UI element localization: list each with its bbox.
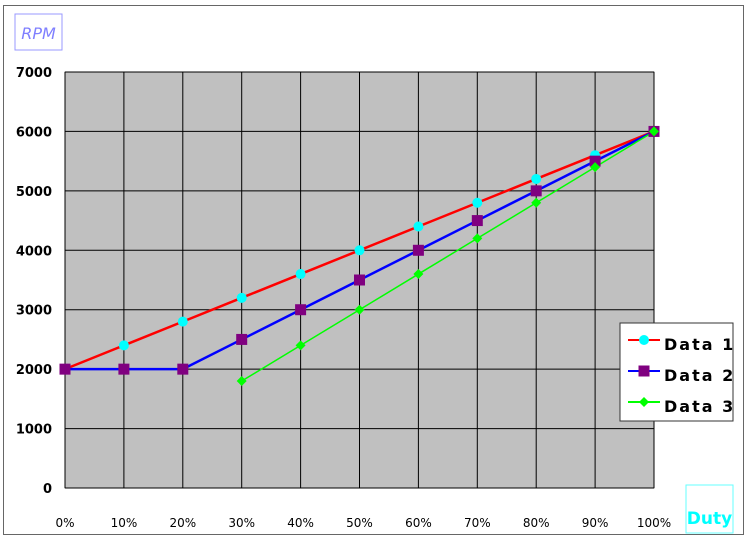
x-tick-label: 30%	[228, 516, 255, 530]
y-tick-label: 2000	[16, 363, 52, 378]
data-point-square	[236, 333, 248, 345]
data-point-circle	[472, 197, 483, 208]
y-tick-label: 6000	[16, 125, 52, 140]
x-tick-label: 80%	[523, 516, 550, 530]
y-tick-label: 0	[43, 482, 52, 497]
x-tick-label: 50%	[346, 516, 373, 530]
data-point-circle	[295, 269, 306, 280]
data-point-circle	[639, 335, 649, 345]
data-point-circle	[531, 173, 542, 184]
legend-label: Data 3	[664, 397, 735, 416]
y-tick-label: 7000	[16, 66, 52, 81]
data-point-square	[177, 363, 189, 375]
data-point-square	[295, 304, 307, 316]
data-point-circle	[413, 221, 424, 232]
data-point-square	[638, 365, 650, 377]
data-point-square	[59, 363, 71, 375]
data-point-square	[118, 363, 130, 375]
data-point-diamond	[639, 397, 649, 407]
data-point-diamond	[472, 233, 483, 244]
data-point-diamond	[531, 197, 542, 208]
data-point-square	[471, 215, 483, 227]
x-axis-title: Duty	[687, 509, 732, 529]
y-tick-label: 3000	[16, 304, 52, 319]
chart-frame	[3, 5, 744, 535]
x-tick-label: 70%	[464, 516, 491, 530]
data-point-diamond	[413, 269, 424, 280]
data-point-circle	[236, 292, 247, 303]
x-tick-label: 20%	[169, 516, 196, 530]
data-point-square	[530, 185, 542, 197]
data-point-diamond	[295, 340, 306, 351]
data-point-circle	[354, 245, 365, 256]
x-tick-label: 40%	[287, 516, 314, 530]
y-axis-title-box	[14, 13, 63, 51]
x-axis-title-box	[685, 484, 734, 534]
series-line-3	[241, 130, 655, 382]
data-point-diamond	[649, 126, 659, 137]
x-tick-label: 0%	[55, 516, 74, 530]
legend-label: Data 1	[664, 335, 735, 354]
y-tick-label: 4000	[16, 244, 52, 259]
data-point-diamond	[590, 162, 601, 173]
x-tick-label: 90%	[582, 516, 609, 530]
data-point-diamond	[236, 376, 247, 387]
data-point-square	[589, 155, 601, 167]
data-point-circle	[118, 340, 129, 351]
data-point-diamond	[354, 304, 365, 315]
y-tick-label: 1000	[16, 423, 52, 438]
data-point-circle	[177, 316, 188, 327]
y-axis-title: RPM	[21, 24, 56, 43]
legend-label: Data 2	[664, 366, 735, 385]
x-tick-label: 100%	[637, 516, 671, 530]
data-point-square	[354, 274, 365, 286]
y-tick-label: 5000	[16, 185, 52, 200]
x-tick-label: 10%	[111, 516, 138, 530]
x-tick-label: 60%	[405, 516, 432, 530]
data-point-square	[412, 244, 424, 256]
